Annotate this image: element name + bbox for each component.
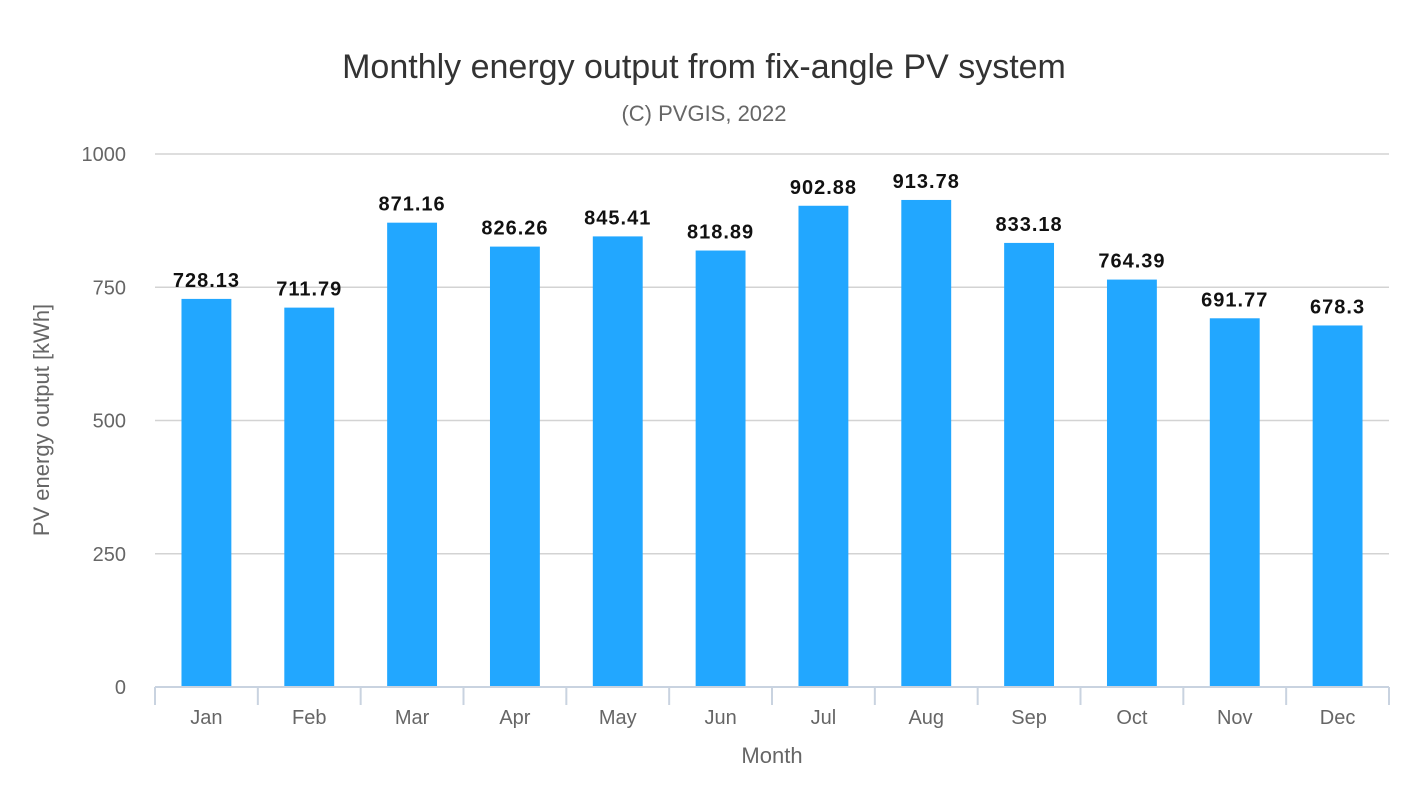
x-tick-label: Jun [704,707,736,729]
bar-data-label: 833.18 [995,214,1062,236]
y-tick-label: 500 [93,411,126,433]
bar [1106,279,1157,687]
data-labels: 728.13 711.79 871.16 826.26 845.41 818.89 902.… [173,171,1365,319]
x-tick-label: Mar [395,707,430,729]
x-tick-label: Oct [1116,707,1148,729]
bar-data-label: 691.77 [1201,289,1268,311]
bar [901,199,952,687]
bar-data-label: 845.41 [584,207,651,229]
bar-data-label: 818.89 [687,222,754,244]
x-tick-label: Sep [1011,707,1047,729]
x-axis: Jan Feb Mar Apr May Jun Jul Aug Sep Oct Nov Dec [154,686,1390,729]
y-axis-ticks: 0 250 500 750 1000 [82,144,127,699]
bar [284,307,335,687]
y-tick-label: 750 [93,277,126,299]
y-tick-label: 0 [115,677,126,699]
y-axis-label: PV energy output [kWh] [29,304,54,536]
bar [695,250,746,688]
bar-data-label: 826.26 [481,218,548,240]
x-tick-label: Apr [499,707,530,729]
y-tick-label: 1000 [82,144,127,166]
bar [489,246,540,687]
bar [181,298,232,687]
x-tick-label: Dec [1320,707,1356,729]
bar-data-label: 764.39 [1098,251,1165,273]
x-axis-label: Month [741,743,802,768]
bar-data-label: 913.78 [893,171,960,193]
x-tick-label: Aug [908,707,944,729]
bar [1004,242,1055,688]
bar-data-label: 711.79 [276,279,342,301]
bar-data-label: 728.13 [173,270,240,292]
bar-data-label: 871.16 [378,194,445,216]
bar [592,236,643,687]
bar [1209,318,1260,687]
bar-data-label: 678.3 [1310,296,1365,318]
bars [181,199,1363,688]
x-tick-label: Jul [811,707,837,729]
x-tick-label: May [599,707,637,729]
chart-title: Monthly energy output from fix-angle PV … [342,48,1066,86]
x-tick-label: Jan [190,707,222,729]
bar-data-label: 902.88 [790,177,857,199]
bar [387,222,438,687]
x-tick-label: Feb [292,707,326,729]
gridlines [155,153,1389,555]
bar [798,205,849,687]
y-tick-label: 250 [93,544,126,566]
x-tick-label: Nov [1217,707,1253,729]
chart-subtitle: (C) PVGIS, 2022 [621,101,786,126]
bar [1312,325,1363,687]
